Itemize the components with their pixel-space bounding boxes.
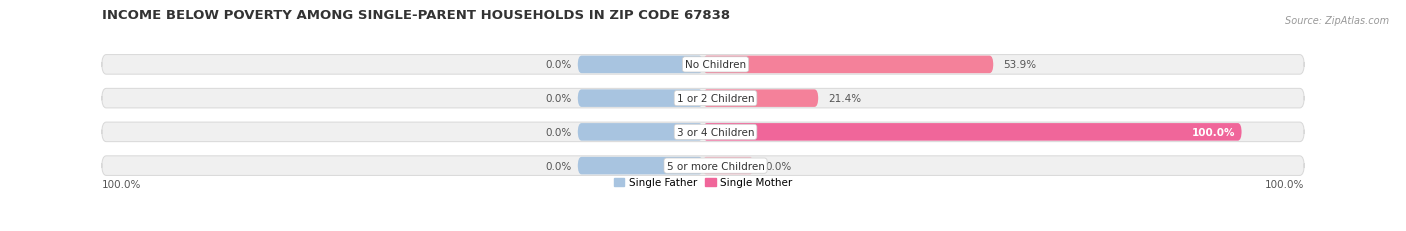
Text: No Children: No Children bbox=[685, 60, 747, 70]
FancyBboxPatch shape bbox=[578, 90, 703, 107]
FancyBboxPatch shape bbox=[101, 156, 1305, 176]
Text: 100.0%: 100.0% bbox=[101, 179, 141, 189]
Text: Source: ZipAtlas.com: Source: ZipAtlas.com bbox=[1285, 16, 1389, 26]
Text: 0.0%: 0.0% bbox=[546, 60, 571, 70]
FancyBboxPatch shape bbox=[101, 123, 1305, 142]
Text: 0.0%: 0.0% bbox=[546, 127, 571, 137]
FancyBboxPatch shape bbox=[578, 124, 703, 141]
Text: 0.0%: 0.0% bbox=[546, 94, 571, 104]
Text: 1 or 2 Children: 1 or 2 Children bbox=[676, 94, 754, 104]
Text: 0.0%: 0.0% bbox=[546, 161, 571, 171]
FancyBboxPatch shape bbox=[578, 56, 703, 74]
FancyBboxPatch shape bbox=[703, 90, 818, 107]
FancyBboxPatch shape bbox=[703, 157, 754, 175]
Text: 53.9%: 53.9% bbox=[1004, 60, 1036, 70]
FancyBboxPatch shape bbox=[101, 89, 1305, 108]
Legend: Single Father, Single Mother: Single Father, Single Mother bbox=[610, 173, 796, 192]
Text: 3 or 4 Children: 3 or 4 Children bbox=[676, 127, 754, 137]
Text: 100.0%: 100.0% bbox=[1192, 127, 1236, 137]
FancyBboxPatch shape bbox=[101, 55, 1305, 75]
Text: 0.0%: 0.0% bbox=[766, 161, 792, 171]
FancyBboxPatch shape bbox=[703, 124, 1241, 141]
Text: 21.4%: 21.4% bbox=[828, 94, 862, 104]
FancyBboxPatch shape bbox=[578, 157, 703, 175]
Text: 5 or more Children: 5 or more Children bbox=[666, 161, 765, 171]
FancyBboxPatch shape bbox=[703, 56, 993, 74]
Text: 100.0%: 100.0% bbox=[1265, 179, 1305, 189]
Text: INCOME BELOW POVERTY AMONG SINGLE-PARENT HOUSEHOLDS IN ZIP CODE 67838: INCOME BELOW POVERTY AMONG SINGLE-PARENT… bbox=[101, 9, 730, 21]
